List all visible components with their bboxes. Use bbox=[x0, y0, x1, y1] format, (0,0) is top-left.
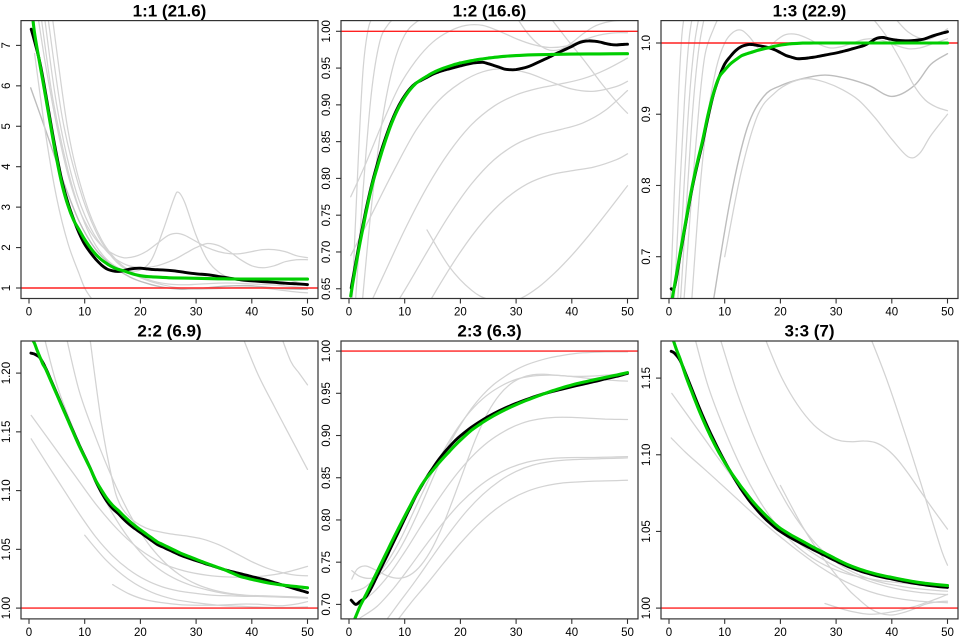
svg-text:30: 30 bbox=[190, 627, 203, 639]
svg-text:2:3 (6.3): 2:3 (6.3) bbox=[457, 322, 521, 341]
svg-text:0: 0 bbox=[666, 307, 672, 319]
svg-text:3: 3 bbox=[1, 204, 13, 210]
svg-text:0.8: 0.8 bbox=[641, 177, 653, 193]
svg-text:1:2 (16.6): 1:2 (16.6) bbox=[453, 1, 527, 20]
svg-text:50: 50 bbox=[941, 307, 954, 319]
svg-text:3:3 (7): 3:3 (7) bbox=[784, 322, 834, 341]
svg-text:40: 40 bbox=[245, 307, 258, 319]
svg-text:50: 50 bbox=[621, 627, 634, 639]
svg-text:40: 40 bbox=[565, 627, 578, 639]
svg-text:0.7: 0.7 bbox=[641, 249, 653, 265]
svg-text:1.00: 1.00 bbox=[641, 597, 653, 619]
svg-text:10: 10 bbox=[398, 307, 411, 319]
svg-text:1.00: 1.00 bbox=[321, 20, 333, 42]
svg-text:10: 10 bbox=[78, 627, 91, 639]
svg-text:0.75: 0.75 bbox=[321, 204, 333, 226]
svg-text:0.70: 0.70 bbox=[321, 593, 333, 615]
svg-text:1.05: 1.05 bbox=[641, 520, 653, 542]
svg-text:20: 20 bbox=[134, 627, 147, 639]
svg-text:1.15: 1.15 bbox=[1, 421, 13, 443]
svg-text:0.80: 0.80 bbox=[321, 509, 333, 531]
svg-text:20: 20 bbox=[774, 307, 787, 319]
svg-text:0.70: 0.70 bbox=[321, 241, 333, 263]
svg-text:30: 30 bbox=[510, 627, 523, 639]
svg-text:10: 10 bbox=[78, 307, 91, 319]
svg-text:0.85: 0.85 bbox=[321, 467, 333, 489]
svg-text:0.95: 0.95 bbox=[321, 382, 333, 404]
svg-text:1.00: 1.00 bbox=[321, 340, 333, 362]
svg-text:30: 30 bbox=[830, 627, 843, 639]
svg-text:50: 50 bbox=[301, 627, 314, 639]
svg-text:20: 20 bbox=[454, 627, 467, 639]
svg-text:40: 40 bbox=[565, 307, 578, 319]
svg-text:0.65: 0.65 bbox=[321, 278, 333, 300]
svg-text:20: 20 bbox=[134, 307, 147, 319]
svg-text:4: 4 bbox=[1, 163, 13, 170]
svg-text:50: 50 bbox=[941, 627, 954, 639]
svg-text:1.0: 1.0 bbox=[641, 35, 653, 51]
svg-text:20: 20 bbox=[774, 627, 787, 639]
svg-text:20: 20 bbox=[454, 307, 467, 319]
svg-text:1:1 (21.6): 1:1 (21.6) bbox=[133, 1, 207, 20]
svg-text:1.10: 1.10 bbox=[641, 444, 653, 466]
svg-text:1.15: 1.15 bbox=[641, 367, 653, 389]
svg-text:10: 10 bbox=[718, 627, 731, 639]
svg-text:40: 40 bbox=[885, 307, 898, 319]
svg-text:40: 40 bbox=[245, 627, 258, 639]
svg-text:0: 0 bbox=[26, 307, 32, 319]
svg-text:40: 40 bbox=[885, 627, 898, 639]
svg-text:1.10: 1.10 bbox=[1, 479, 13, 501]
svg-text:1.00: 1.00 bbox=[1, 597, 13, 619]
svg-text:0.90: 0.90 bbox=[321, 94, 333, 116]
svg-text:0.80: 0.80 bbox=[321, 167, 333, 189]
svg-text:5: 5 bbox=[1, 123, 13, 129]
svg-text:50: 50 bbox=[301, 307, 314, 319]
svg-text:6: 6 bbox=[1, 83, 13, 89]
svg-text:7: 7 bbox=[1, 42, 13, 48]
svg-text:1.05: 1.05 bbox=[1, 538, 13, 560]
svg-text:0: 0 bbox=[26, 627, 32, 639]
svg-text:1: 1 bbox=[1, 285, 13, 291]
svg-text:1:3 (22.9): 1:3 (22.9) bbox=[773, 1, 847, 20]
svg-text:0: 0 bbox=[346, 627, 352, 639]
svg-text:0.75: 0.75 bbox=[321, 551, 333, 573]
svg-text:10: 10 bbox=[398, 627, 411, 639]
svg-text:30: 30 bbox=[510, 307, 523, 319]
svg-text:0.85: 0.85 bbox=[321, 130, 333, 152]
svg-text:0.9: 0.9 bbox=[641, 106, 653, 122]
svg-text:1.20: 1.20 bbox=[1, 362, 13, 384]
svg-text:30: 30 bbox=[830, 307, 843, 319]
svg-text:0.95: 0.95 bbox=[321, 57, 333, 79]
svg-text:2: 2 bbox=[1, 244, 13, 250]
svg-text:2:2 (6.9): 2:2 (6.9) bbox=[137, 322, 201, 341]
svg-text:0: 0 bbox=[346, 307, 352, 319]
svg-text:50: 50 bbox=[621, 307, 634, 319]
svg-text:10: 10 bbox=[718, 307, 731, 319]
svg-text:0: 0 bbox=[666, 627, 672, 639]
svg-text:30: 30 bbox=[190, 307, 203, 319]
svg-text:0.90: 0.90 bbox=[321, 424, 333, 446]
